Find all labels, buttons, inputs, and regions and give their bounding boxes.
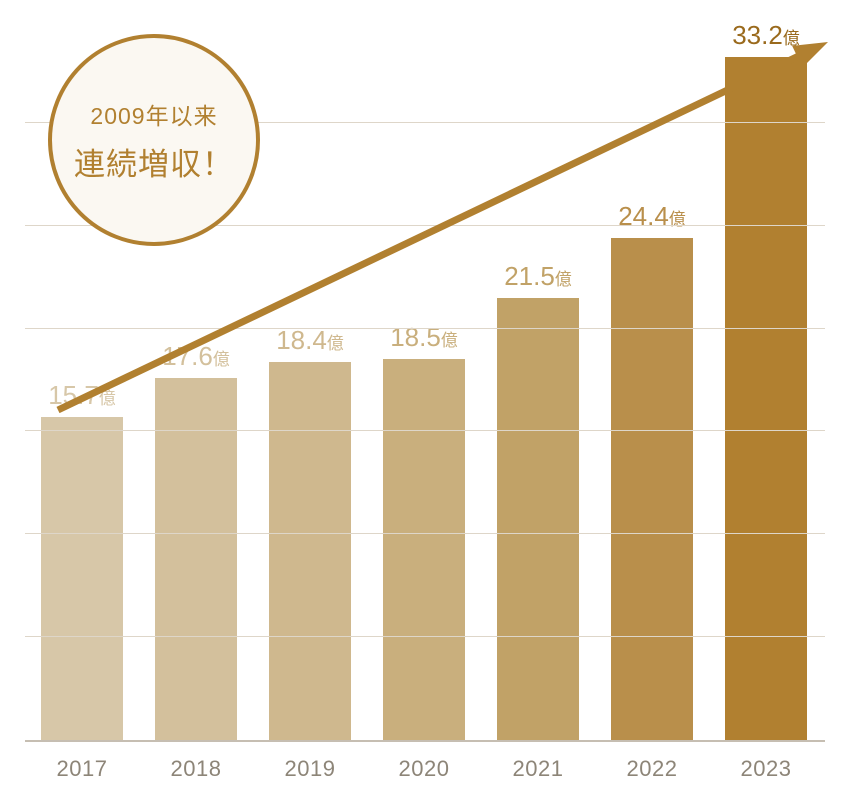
bar-value-label: 15.7億	[48, 380, 116, 411]
bar-rect	[725, 57, 807, 740]
gridline	[25, 636, 825, 637]
bar-value-label: 18.4億	[276, 325, 344, 356]
bar-rect	[41, 417, 123, 740]
bar-value-label: 17.6億	[162, 341, 230, 372]
x-axis-label: 2020	[399, 756, 450, 782]
gridline	[25, 430, 825, 431]
x-axis-labels: 2017 2018 2019 2020 2021 2022 2023	[25, 742, 825, 792]
x-axis-label: 2022	[627, 756, 678, 782]
bar-rect	[155, 378, 237, 740]
x-axis-label: 2019	[285, 756, 336, 782]
bar: 18.5億	[383, 20, 465, 740]
badge-line1: 2009年以来	[90, 97, 217, 131]
revenue-bar-chart: 15.7億 17.6億 18.4億 18.5億 21.5億 24.4億 33.2億 2017…	[0, 0, 846, 796]
gridline	[25, 328, 825, 329]
bar: 33.2億	[725, 20, 807, 740]
bar-value-label: 21.5億	[504, 261, 572, 292]
bar-value-label: 24.4億	[618, 201, 686, 232]
gridline	[25, 533, 825, 534]
x-axis-label: 2021	[513, 756, 564, 782]
bar-rect	[269, 362, 351, 741]
bar: 24.4億	[611, 20, 693, 740]
x-axis-label: 2018	[171, 756, 222, 782]
x-axis-label: 2017	[57, 756, 108, 782]
x-axis-label: 2023	[741, 756, 792, 782]
bar-rect	[611, 238, 693, 740]
bar-rect	[383, 359, 465, 740]
bar-rect	[497, 298, 579, 740]
callout-badge: 2009年以来 連続増収！	[48, 34, 260, 246]
bar: 18.4億	[269, 20, 351, 740]
badge-line2: 連続増収！	[74, 139, 234, 184]
bar: 21.5億	[497, 20, 579, 740]
bar-value-label: 33.2億	[732, 20, 800, 51]
